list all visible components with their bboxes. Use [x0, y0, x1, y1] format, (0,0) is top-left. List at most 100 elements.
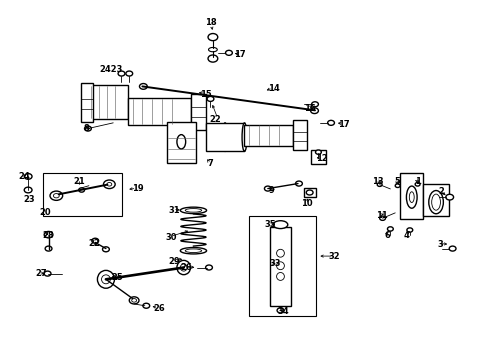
Circle shape — [102, 247, 109, 252]
Ellipse shape — [177, 135, 185, 149]
Circle shape — [44, 271, 51, 276]
Circle shape — [44, 231, 53, 238]
Text: 9: 9 — [268, 186, 274, 195]
Ellipse shape — [180, 248, 206, 254]
Ellipse shape — [273, 221, 287, 229]
Ellipse shape — [177, 260, 190, 275]
Bar — [205, 123, 244, 152]
Circle shape — [129, 297, 139, 304]
Ellipse shape — [180, 207, 206, 213]
Bar — [249, 216, 316, 316]
Text: 2423: 2423 — [99, 65, 122, 74]
Circle shape — [84, 126, 91, 131]
Bar — [86, 85, 127, 119]
Text: 29: 29 — [168, 257, 180, 266]
Ellipse shape — [408, 192, 413, 203]
Text: 14: 14 — [267, 84, 279, 93]
Ellipse shape — [406, 186, 416, 208]
Bar — [423, 184, 448, 216]
Circle shape — [118, 71, 124, 76]
Text: 6: 6 — [383, 231, 389, 240]
Text: 20: 20 — [39, 208, 51, 217]
Circle shape — [414, 183, 419, 186]
Text: 26: 26 — [180, 263, 192, 272]
Circle shape — [206, 96, 213, 102]
Ellipse shape — [242, 123, 246, 152]
Ellipse shape — [102, 275, 110, 284]
Ellipse shape — [431, 194, 440, 210]
Circle shape — [315, 150, 321, 154]
Circle shape — [386, 227, 392, 231]
Bar — [42, 173, 122, 216]
Bar — [81, 83, 93, 122]
Circle shape — [45, 246, 52, 251]
Text: 22: 22 — [89, 239, 101, 248]
Circle shape — [142, 303, 149, 308]
Ellipse shape — [185, 249, 201, 252]
Circle shape — [225, 50, 232, 55]
Circle shape — [79, 188, 84, 192]
Ellipse shape — [276, 273, 284, 280]
Circle shape — [50, 191, 62, 201]
Circle shape — [205, 265, 212, 270]
Text: 19: 19 — [131, 184, 143, 193]
Circle shape — [92, 238, 99, 243]
Text: 10: 10 — [300, 199, 312, 208]
Text: 16: 16 — [304, 104, 315, 113]
Text: 7: 7 — [207, 159, 213, 168]
Text: 4: 4 — [403, 231, 409, 240]
Bar — [292, 120, 306, 150]
Bar — [166, 122, 196, 163]
Bar — [191, 94, 205, 130]
Ellipse shape — [428, 190, 443, 214]
Text: 27: 27 — [35, 269, 47, 278]
Bar — [244, 125, 292, 146]
Ellipse shape — [180, 264, 187, 271]
Text: 34: 34 — [277, 307, 288, 316]
Circle shape — [327, 120, 334, 125]
Text: 25: 25 — [111, 273, 123, 282]
Circle shape — [264, 186, 271, 191]
Circle shape — [125, 71, 132, 76]
Text: 12: 12 — [316, 154, 327, 163]
Text: 2: 2 — [438, 187, 444, 196]
Circle shape — [311, 102, 318, 107]
Ellipse shape — [276, 249, 284, 257]
Circle shape — [376, 183, 381, 186]
Text: 21: 21 — [73, 177, 85, 186]
Circle shape — [394, 184, 399, 188]
Text: 13: 13 — [372, 176, 383, 185]
Text: 32: 32 — [328, 252, 340, 261]
Bar — [399, 173, 423, 219]
Ellipse shape — [208, 48, 217, 52]
Text: 30: 30 — [165, 233, 177, 242]
Bar — [310, 150, 325, 164]
Text: 17: 17 — [338, 120, 349, 129]
Text: 15: 15 — [199, 90, 211, 99]
Bar — [127, 98, 191, 125]
Circle shape — [53, 194, 59, 198]
Circle shape — [107, 183, 112, 186]
Bar — [270, 227, 290, 306]
Circle shape — [207, 33, 217, 41]
Text: 23: 23 — [23, 195, 35, 204]
Circle shape — [24, 187, 32, 193]
Text: 8: 8 — [83, 124, 89, 133]
Circle shape — [24, 174, 32, 179]
Circle shape — [379, 216, 385, 220]
Ellipse shape — [276, 262, 284, 270]
Ellipse shape — [97, 270, 114, 288]
Ellipse shape — [222, 123, 227, 152]
Text: 28: 28 — [42, 231, 54, 240]
Text: 24: 24 — [19, 172, 31, 181]
Circle shape — [310, 108, 318, 113]
Text: 26: 26 — [153, 304, 165, 313]
Bar — [303, 188, 315, 197]
Circle shape — [406, 228, 412, 232]
Ellipse shape — [185, 208, 201, 212]
Circle shape — [295, 181, 302, 186]
Circle shape — [139, 84, 147, 89]
Text: 22: 22 — [209, 116, 221, 125]
Text: 33: 33 — [269, 260, 280, 269]
Text: 35: 35 — [264, 220, 276, 229]
